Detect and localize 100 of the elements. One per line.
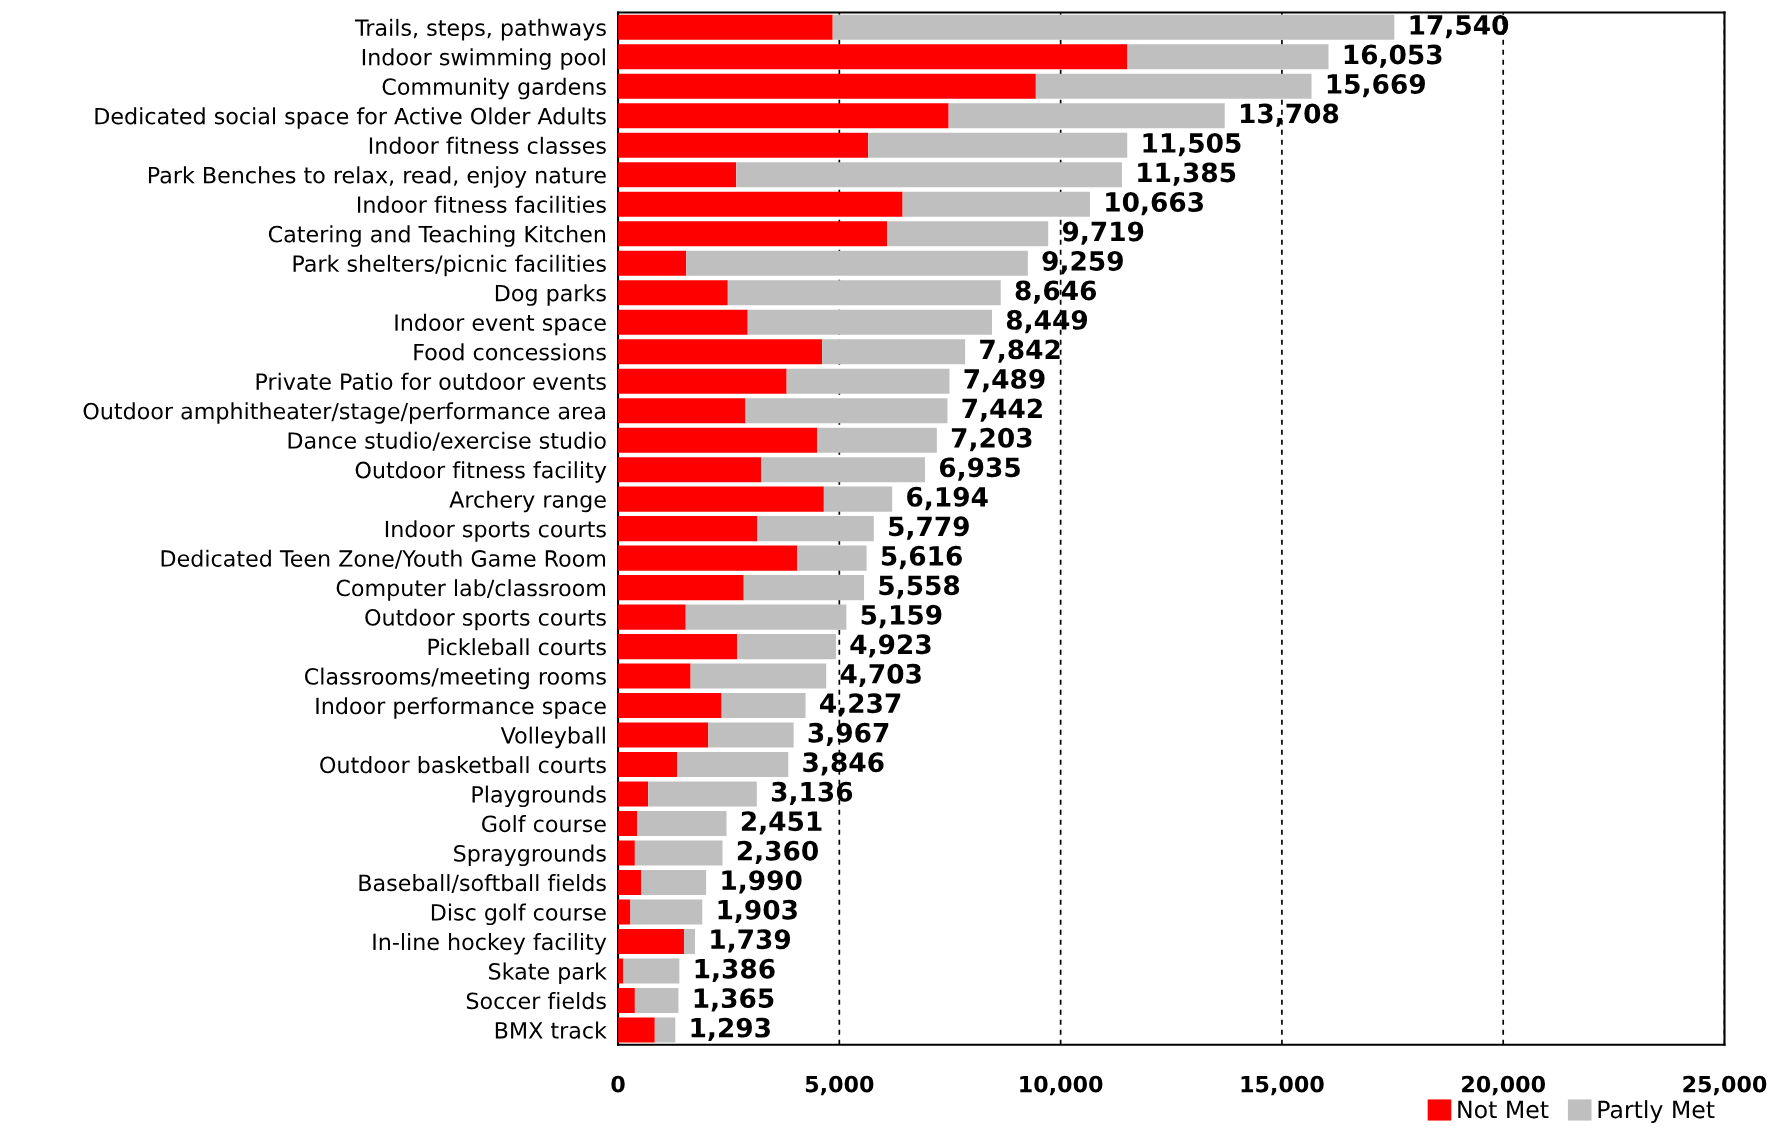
total-label: 10,663 [1106,191,1203,216]
y-tick-label: Computer lab/classroom [336,579,606,601]
y-tick-label: Volleyball [500,726,605,749]
total-label: 4,237 [820,693,901,717]
bar [761,457,925,483]
bar [618,722,709,748]
y-tick-label: In-line hockey facility [373,933,607,955]
y-tick-label: Indoor fitness classes [369,136,606,155]
bar [1127,44,1329,70]
bar [618,575,744,601]
bar [618,545,798,571]
total-label: 2,451 [741,811,822,835]
bar [1035,73,1312,99]
bar [618,457,761,483]
total-label: 3,136 [771,781,853,806]
total-label: 3,846 [803,752,884,776]
y-tick-label: Park Benches to relax, read, enjoy nature [148,166,606,188]
y-tick-label: Spraygrounds [454,844,606,867]
bar [618,486,824,512]
total-label: 7,489 [964,368,1045,393]
legend-label: Partly Met [1598,1100,1715,1123]
bar [618,781,649,807]
y-tick-label: Dedicated social space for Active Older Adults [95,107,606,129]
bar [677,752,789,778]
total-label: 1,365 [694,988,774,1012]
total-label: 8,449 [1006,309,1088,334]
bar [618,73,1036,99]
bar [902,191,1090,217]
bar [634,840,723,866]
bar [683,928,696,955]
bar [721,693,806,719]
total-label: 2,360 [737,840,818,865]
bar [686,250,1028,276]
bar [618,869,642,896]
bar [887,221,1049,247]
y-tick-label: Outdoor fitness facility [355,461,607,483]
total-label: 15,669 [1327,74,1425,98]
y-tick-label: Disc golf course [431,903,606,926]
bar [618,398,746,424]
total-label: 1,293 [691,1017,770,1041]
bar [641,869,707,896]
bar [618,339,823,365]
total-label: 9,259 [1042,250,1123,275]
y-tick-label: Park shelters/picnic facilities [293,254,606,277]
total-label: 17,540 [1410,15,1509,39]
bar [832,14,1395,40]
total-label: 6,935 [939,457,1020,481]
bar [797,545,867,571]
total-label: 6,194 [907,486,988,511]
bar [618,928,684,955]
bar [618,162,737,188]
bar [743,575,865,601]
bar [618,1017,655,1043]
total-label: 1,903 [718,899,797,924]
total-label: 3,967 [808,722,889,747]
bar [757,516,874,542]
total-label: 1,739 [711,929,791,953]
x-tick-label: 15,000 [1241,1075,1324,1096]
x-tick-label: 10,000 [1020,1075,1103,1096]
bar [618,280,728,306]
bar [618,309,748,335]
x-tick-label: 5,000 [805,1075,874,1096]
y-tick-label: Indoor performance space [316,697,606,719]
bar [654,1017,676,1043]
y-tick-label: Private Patio for outdoor events [256,372,606,390]
bar [948,103,1225,129]
bar [786,368,950,394]
bar [630,899,703,925]
y-tick-label: Baseball/softball fields [359,874,606,894]
total-label: 4,923 [850,634,931,658]
bar [727,280,1001,306]
y-tick-label: Indoor swimming pool [362,48,605,70]
total-label: 5,159 [861,604,942,629]
total-label: 7,842 [980,339,1060,363]
bar [648,781,757,807]
bar [637,811,727,837]
total-label: 7,442 [962,398,1042,422]
x-tick-label: 0 [611,1075,625,1093]
bar [745,398,948,424]
total-label: 7,203 [951,427,1032,452]
bar [623,958,680,984]
x-tick-label: 25,000 [1683,1075,1767,1096]
y-tick-label: Dedicated Teen Zone/Youth Game Room [161,549,606,569]
legend-label: Not Met [1458,1100,1549,1119]
y-tick-label: Playgrounds [472,785,606,808]
y-tick-label: Trails, steps, pathways [354,18,606,41]
y-tick-label: Dance studio/exercise studio [288,431,606,451]
bar [618,14,833,40]
total-label: 5,616 [881,545,962,570]
total-label: 4,703 [840,663,921,688]
y-tick-label: Food concessions [414,343,606,361]
bar [737,634,836,660]
bar [747,309,992,335]
bar [822,339,966,365]
bar [868,132,1128,158]
y-tick-label: Indoor fitness facilities [357,195,606,214]
y-tick-label: Golf course [482,815,606,833]
y-tick-label: Classrooms/meeting rooms [305,667,606,690]
bar [618,634,738,660]
bar [736,162,1122,188]
